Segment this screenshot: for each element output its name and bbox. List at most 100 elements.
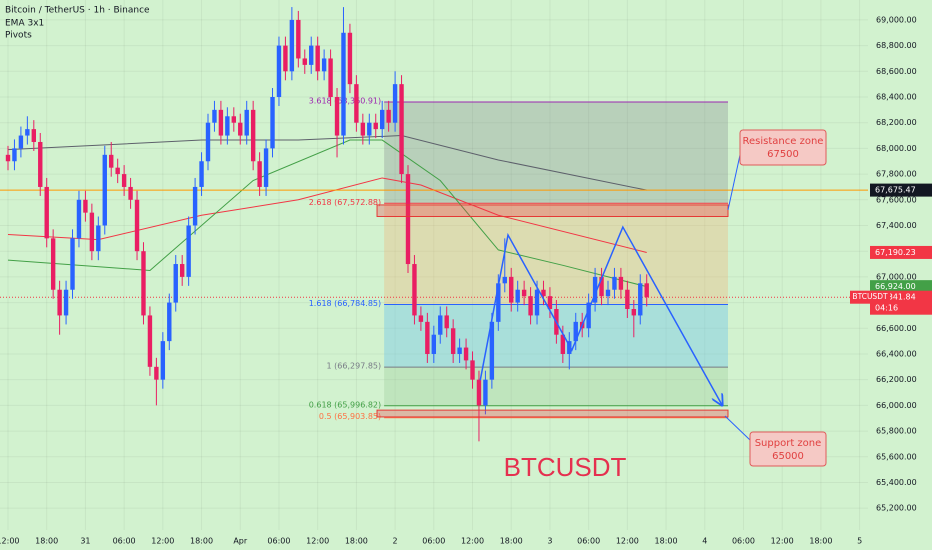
candle-body bbox=[502, 276, 507, 284]
candle-body bbox=[205, 122, 211, 162]
candle-body bbox=[547, 296, 553, 310]
candle-body bbox=[521, 289, 527, 297]
candle-body bbox=[476, 379, 482, 406]
symbol-tag-label: BTCUSDT bbox=[852, 292, 888, 301]
indicator-label: EMA 3x1 bbox=[5, 19, 44, 29]
candle-body bbox=[592, 276, 598, 303]
x-tick-label: 12:00 bbox=[771, 537, 794, 546]
y-tick-label: 68,600.00 bbox=[876, 67, 917, 76]
x-tick-label: 5 bbox=[857, 537, 862, 546]
x-tick-label: 06:00 bbox=[732, 537, 755, 546]
pattern-line bbox=[479, 225, 722, 405]
candle-body bbox=[160, 341, 166, 380]
candle-body bbox=[102, 154, 107, 226]
candle-body bbox=[405, 174, 411, 265]
candle-body bbox=[147, 315, 153, 367]
candle-body bbox=[425, 321, 430, 354]
price-tag-label: 66,924.00 bbox=[875, 282, 916, 291]
fib-label: 0.618 (65,996.82) bbox=[309, 400, 381, 409]
y-tick-label: 69,000.00 bbox=[876, 15, 917, 24]
zone bbox=[376, 204, 729, 217]
candle-body bbox=[70, 238, 75, 290]
candle-body bbox=[586, 302, 591, 329]
price-tag-label: 66,841.84 bbox=[875, 293, 916, 302]
callout-text: Resistance zone bbox=[743, 136, 824, 147]
y-tick-label: 66,600.00 bbox=[876, 324, 917, 333]
price-tag-label: 67,675.47 bbox=[875, 186, 916, 195]
candle-body bbox=[218, 109, 224, 136]
y-tick-label: 65,400.00 bbox=[876, 478, 917, 487]
y-tick-label: 67,600.00 bbox=[876, 195, 917, 204]
candle-body bbox=[567, 341, 572, 354]
y-tick-label: 66,000.00 bbox=[876, 401, 917, 410]
x-tick-label: 18:00 bbox=[345, 537, 368, 546]
price-tag bbox=[870, 183, 932, 197]
candle-body bbox=[618, 276, 624, 290]
watermark: BTCUSDT bbox=[504, 452, 627, 482]
y-tick-label: 67,400.00 bbox=[876, 221, 917, 230]
candle-body bbox=[496, 283, 501, 322]
candle-body bbox=[470, 360, 475, 380]
candle-body bbox=[257, 161, 262, 187]
candle-body bbox=[347, 32, 353, 85]
candle-body bbox=[231, 116, 237, 123]
zones bbox=[376, 204, 729, 418]
candle-body bbox=[399, 84, 404, 175]
price-tag bbox=[870, 280, 932, 294]
candle-body bbox=[179, 264, 185, 277]
candle-body bbox=[63, 289, 69, 316]
pattern bbox=[479, 225, 722, 405]
candle-body bbox=[360, 122, 366, 136]
candle-body bbox=[457, 347, 462, 354]
x-tick-label: 18:00 bbox=[35, 537, 58, 546]
callout-pointer bbox=[727, 154, 741, 211]
ema-line bbox=[7, 139, 647, 288]
candle-body bbox=[625, 289, 630, 310]
candle-body bbox=[438, 315, 443, 335]
candle-body bbox=[373, 122, 378, 130]
time-axis bbox=[0, 530, 932, 550]
candle-body bbox=[354, 84, 359, 123]
x-tick-label: 12:00 bbox=[616, 537, 639, 546]
candle-body bbox=[76, 199, 82, 239]
x-tick-label: 3 bbox=[547, 537, 552, 546]
candle-body bbox=[560, 334, 566, 354]
y-tick-label: 66,400.00 bbox=[876, 349, 917, 358]
candle-body bbox=[115, 167, 120, 175]
y-tick-label: 67,800.00 bbox=[876, 170, 917, 179]
x-tick-label: 18:00 bbox=[190, 537, 213, 546]
x-tick-label: 12:00 bbox=[151, 537, 174, 546]
y-tick-label: 68,400.00 bbox=[876, 93, 917, 102]
candle-body bbox=[141, 251, 146, 316]
candle-body bbox=[5, 154, 11, 162]
fib-band bbox=[384, 203, 728, 305]
candle-body bbox=[128, 186, 133, 200]
candle-body bbox=[631, 309, 637, 316]
x-tick-label: 18:00 bbox=[500, 537, 523, 546]
candle-body bbox=[450, 328, 456, 354]
candle-body bbox=[154, 366, 159, 380]
candle-body bbox=[599, 276, 604, 297]
candle-body bbox=[302, 58, 307, 65]
candle-body bbox=[186, 225, 191, 277]
candle-body bbox=[283, 45, 288, 72]
callout-pointer bbox=[724, 415, 751, 441]
candle-body bbox=[173, 264, 178, 303]
candle-body bbox=[534, 289, 540, 316]
candle-body bbox=[386, 109, 391, 123]
y-tick-label: 65,800.00 bbox=[876, 427, 917, 436]
candle-body bbox=[418, 315, 424, 322]
x-tick-label: 4 bbox=[702, 537, 707, 546]
candle-body bbox=[612, 276, 617, 290]
candle-body bbox=[379, 109, 385, 130]
candle-body bbox=[483, 379, 488, 406]
y-tick-label: 68,000.00 bbox=[876, 144, 917, 153]
candle-body bbox=[412, 264, 417, 316]
x-tick-label: 2 bbox=[393, 537, 398, 546]
x-tick-label: 12:00 bbox=[461, 537, 484, 546]
x-tick-label: 12:00 bbox=[306, 537, 329, 546]
candle-body bbox=[515, 289, 520, 303]
candle-body bbox=[12, 148, 17, 162]
fib-label: 2.618 (67,572.88) bbox=[309, 198, 381, 207]
